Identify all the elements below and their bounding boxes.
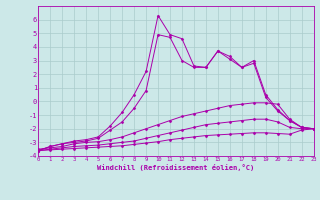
X-axis label: Windchill (Refroidissement éolien,°C): Windchill (Refroidissement éolien,°C): [97, 164, 255, 171]
